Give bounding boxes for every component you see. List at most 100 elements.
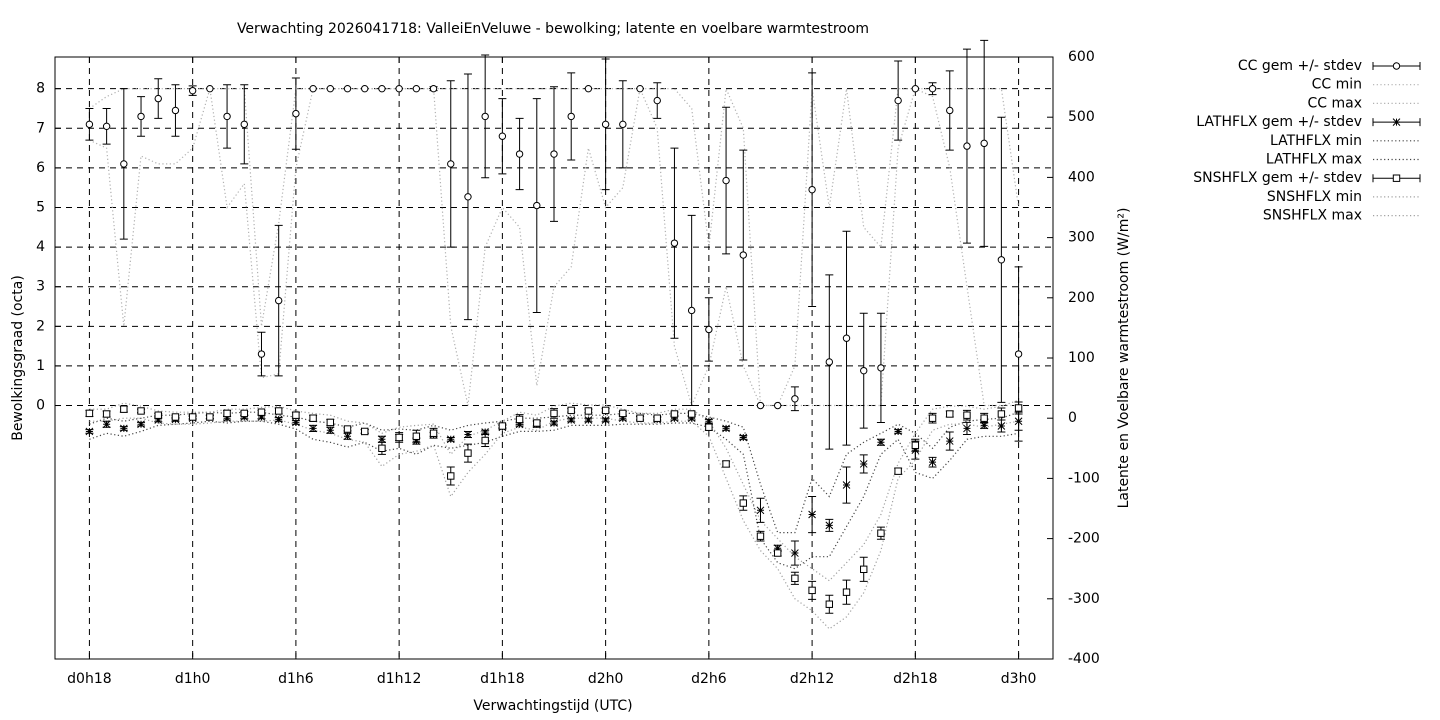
marker [309,84,317,93]
marker [292,109,300,118]
marker [584,84,593,93]
marker [773,549,782,557]
marker [894,427,902,436]
marker [206,413,214,421]
marker [447,472,455,480]
marker [119,424,128,433]
marker [670,410,679,418]
marker [877,364,885,372]
y-tick-label: 6 [36,160,45,176]
marker [137,407,145,415]
marker [515,415,524,424]
marker [791,549,799,557]
marker [618,414,627,423]
y2-tick-label: -100 [1068,470,1100,486]
marker [584,416,593,424]
marker [963,411,971,419]
chart-title: Verwachting 2026041718: ValleiEnVeluwe -… [237,21,869,37]
marker [859,460,868,468]
marker [292,411,300,419]
marker [601,406,610,415]
legend-label: LATHFLX gem +/- stdev [1196,114,1362,130]
marker [464,449,472,457]
marker [498,132,507,140]
marker [274,415,283,424]
min-max-line [89,417,1019,630]
marker [722,176,730,185]
y-axis-label: Bewolkingsgraad (octa) [10,275,26,441]
legend-label: CC gem +/- stdev [1238,58,1362,74]
marker [808,185,816,194]
marker [877,438,885,447]
marker [670,414,679,423]
marker [980,139,988,148]
y-tick-label: 5 [36,200,45,216]
marker [860,366,868,375]
marker [137,420,145,429]
marker [309,414,317,422]
marker [85,120,94,129]
marker [274,407,283,415]
marker [619,120,627,129]
marker [154,411,162,419]
y2-tick-label: 500 [1068,109,1095,125]
marker [825,600,834,608]
marker [911,84,920,93]
marker [946,410,954,418]
marker [154,94,162,103]
marker [464,430,472,439]
marker [825,358,834,366]
marker [120,405,128,413]
x-tick-label: d3h0 [1001,671,1037,687]
y2-tick-label: 0 [1068,410,1077,426]
marker [102,420,111,429]
marker [240,409,248,418]
marker [378,444,386,453]
marker [223,112,231,121]
marker [928,458,937,466]
marker [756,532,765,540]
marker [257,408,266,416]
marker [842,481,851,489]
marker [223,414,231,423]
marker [687,306,696,315]
marker [756,506,765,515]
marker [309,424,317,433]
y-tick-label: 3 [36,279,45,295]
marker [791,574,799,583]
marker [963,424,971,433]
marker [687,410,696,418]
marker [1392,118,1401,126]
marker [361,427,369,436]
marker [343,84,352,93]
marker [997,410,1006,418]
y-tick-label: 8 [36,81,45,97]
marker [154,416,163,424]
marker [326,84,335,93]
marker [533,419,541,427]
y-tick-label: 7 [36,120,45,136]
legend-label: SNSHFLX max [1263,208,1362,224]
legend-label: LATHFLX min [1270,133,1362,149]
marker [980,421,989,430]
x-tick-label: d2h12 [790,671,834,687]
marker [515,150,524,158]
min-max-line [89,420,1019,570]
marker [791,395,799,403]
marker [722,460,730,468]
marker [756,401,765,410]
marker [188,413,197,421]
marker [808,510,816,519]
marker [395,84,403,93]
marker [85,427,94,436]
marker [412,432,421,440]
marker [412,84,421,93]
marker [481,428,490,436]
marker [429,429,438,437]
marker [928,414,937,422]
y2-tick-label: 300 [1068,230,1095,246]
marker [85,409,94,418]
y2-tick-label: -200 [1068,531,1100,547]
marker [395,433,403,442]
